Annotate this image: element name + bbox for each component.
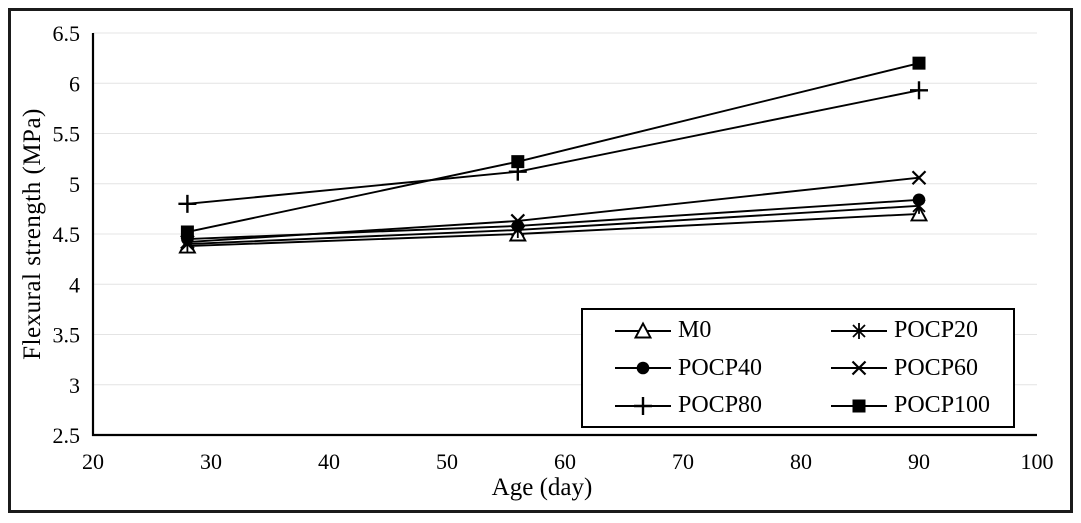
y-axis-title: Flexural strength (MPa) (19, 108, 46, 360)
axes (91, 33, 1037, 437)
x-tick-label-90: 90 (908, 449, 930, 474)
legend-marker-POCP20 (852, 322, 866, 339)
legend-marker-POCP60 (851, 360, 867, 376)
legend-label-POCP60: POCP60 (894, 354, 979, 381)
legend-entry-POCP20: POCP20 (799, 314, 1013, 348)
legend-marker-POCP40 (636, 361, 650, 375)
legend-marker-asterisk-icon (831, 322, 887, 339)
x-tick-label-70: 70 (672, 449, 694, 474)
series-line-POCP80 (187, 89, 920, 205)
legend-marker-POCP100 (852, 399, 866, 412)
series-line-POCP20 (187, 204, 920, 245)
x-tick-label-100: 100 (1021, 449, 1054, 474)
line (510, 213, 526, 229)
tick-labels: 20 30 40 50 60 70 80 90 100 2.5 3 3.5 4 4.5 5 5.5 6 6.5 (53, 21, 1054, 474)
legend-entry-POCP80: POCP80 (583, 389, 799, 423)
figure-border (8, 8, 1073, 513)
legend-label-POCP40: POCP40 (678, 354, 763, 381)
legend-label-POCP80: POCP80 (678, 392, 763, 418)
x-tick-label-60: 60 (554, 449, 576, 474)
marker-POCP60-56 (510, 213, 526, 229)
line (851, 360, 867, 376)
legend-marker-plus-icon (615, 396, 671, 415)
legend-label-M0: M0 (678, 317, 712, 343)
series-line-M0 (187, 212, 920, 248)
legend-entry-POCP40: POCP40 (583, 351, 799, 385)
x-tick-label-30: 30 (200, 449, 222, 474)
y-tick-label-5.5: 5.5 (53, 122, 81, 147)
y-tick-label-4: 4 (69, 272, 80, 297)
legend-entry-POCP100: POCP100 (799, 389, 1013, 423)
marker-POCP100-28 (180, 225, 194, 239)
marker-POCP40-90 (912, 193, 926, 207)
line (911, 170, 927, 185)
y-tick-label-3: 3 (69, 373, 80, 398)
legend-marker-square-filled-icon (831, 399, 887, 412)
y-tick-label-6: 6 (69, 71, 80, 96)
legend-label-POCP20: POCP20 (894, 317, 979, 343)
marker-POCP80-28 (178, 194, 197, 213)
legend-marker-triangle-open-icon (615, 320, 671, 338)
marker-POCP100-90 (912, 56, 926, 70)
x-tick-label-20: 20 (82, 449, 104, 474)
x-tick-label-50: 50 (436, 449, 458, 474)
legend: M0 POCP20 POCP40 POCP60 POCP80 POCP100 (581, 308, 1015, 428)
line (852, 323, 866, 338)
series-POCP100 (180, 56, 926, 239)
legend-marker-POCP80 (634, 396, 652, 415)
series-POCP80 (178, 81, 928, 213)
x-axis-title: Age (day) (491, 474, 593, 501)
x-tick-label-80: 80 (790, 449, 812, 474)
marker-POCP80-90 (910, 81, 928, 100)
y-tick-label-2.5: 2.5 (53, 423, 81, 448)
y-tick-label-6.5: 6.5 (53, 21, 81, 46)
marker-POCP100-56 (511, 155, 525, 169)
series-M0 (178, 204, 929, 254)
legend-entry-M0: M0 (583, 314, 799, 348)
marker-POCP60-90 (911, 170, 927, 185)
x-tick-label-40: 40 (318, 449, 340, 474)
y-tick-label-3.5: 3.5 (53, 323, 81, 348)
legend-label-POCP100: POCP100 (894, 392, 991, 418)
legend-marker-M0 (633, 320, 653, 338)
legend-marker-x-icon (831, 360, 887, 376)
legend-entry-POCP60: POCP60 (799, 351, 1013, 385)
legend-marker-circle-filled-icon (615, 361, 671, 375)
y-tick-label-4.5: 4.5 (53, 222, 81, 247)
y-tick-label-5: 5 (69, 172, 80, 197)
